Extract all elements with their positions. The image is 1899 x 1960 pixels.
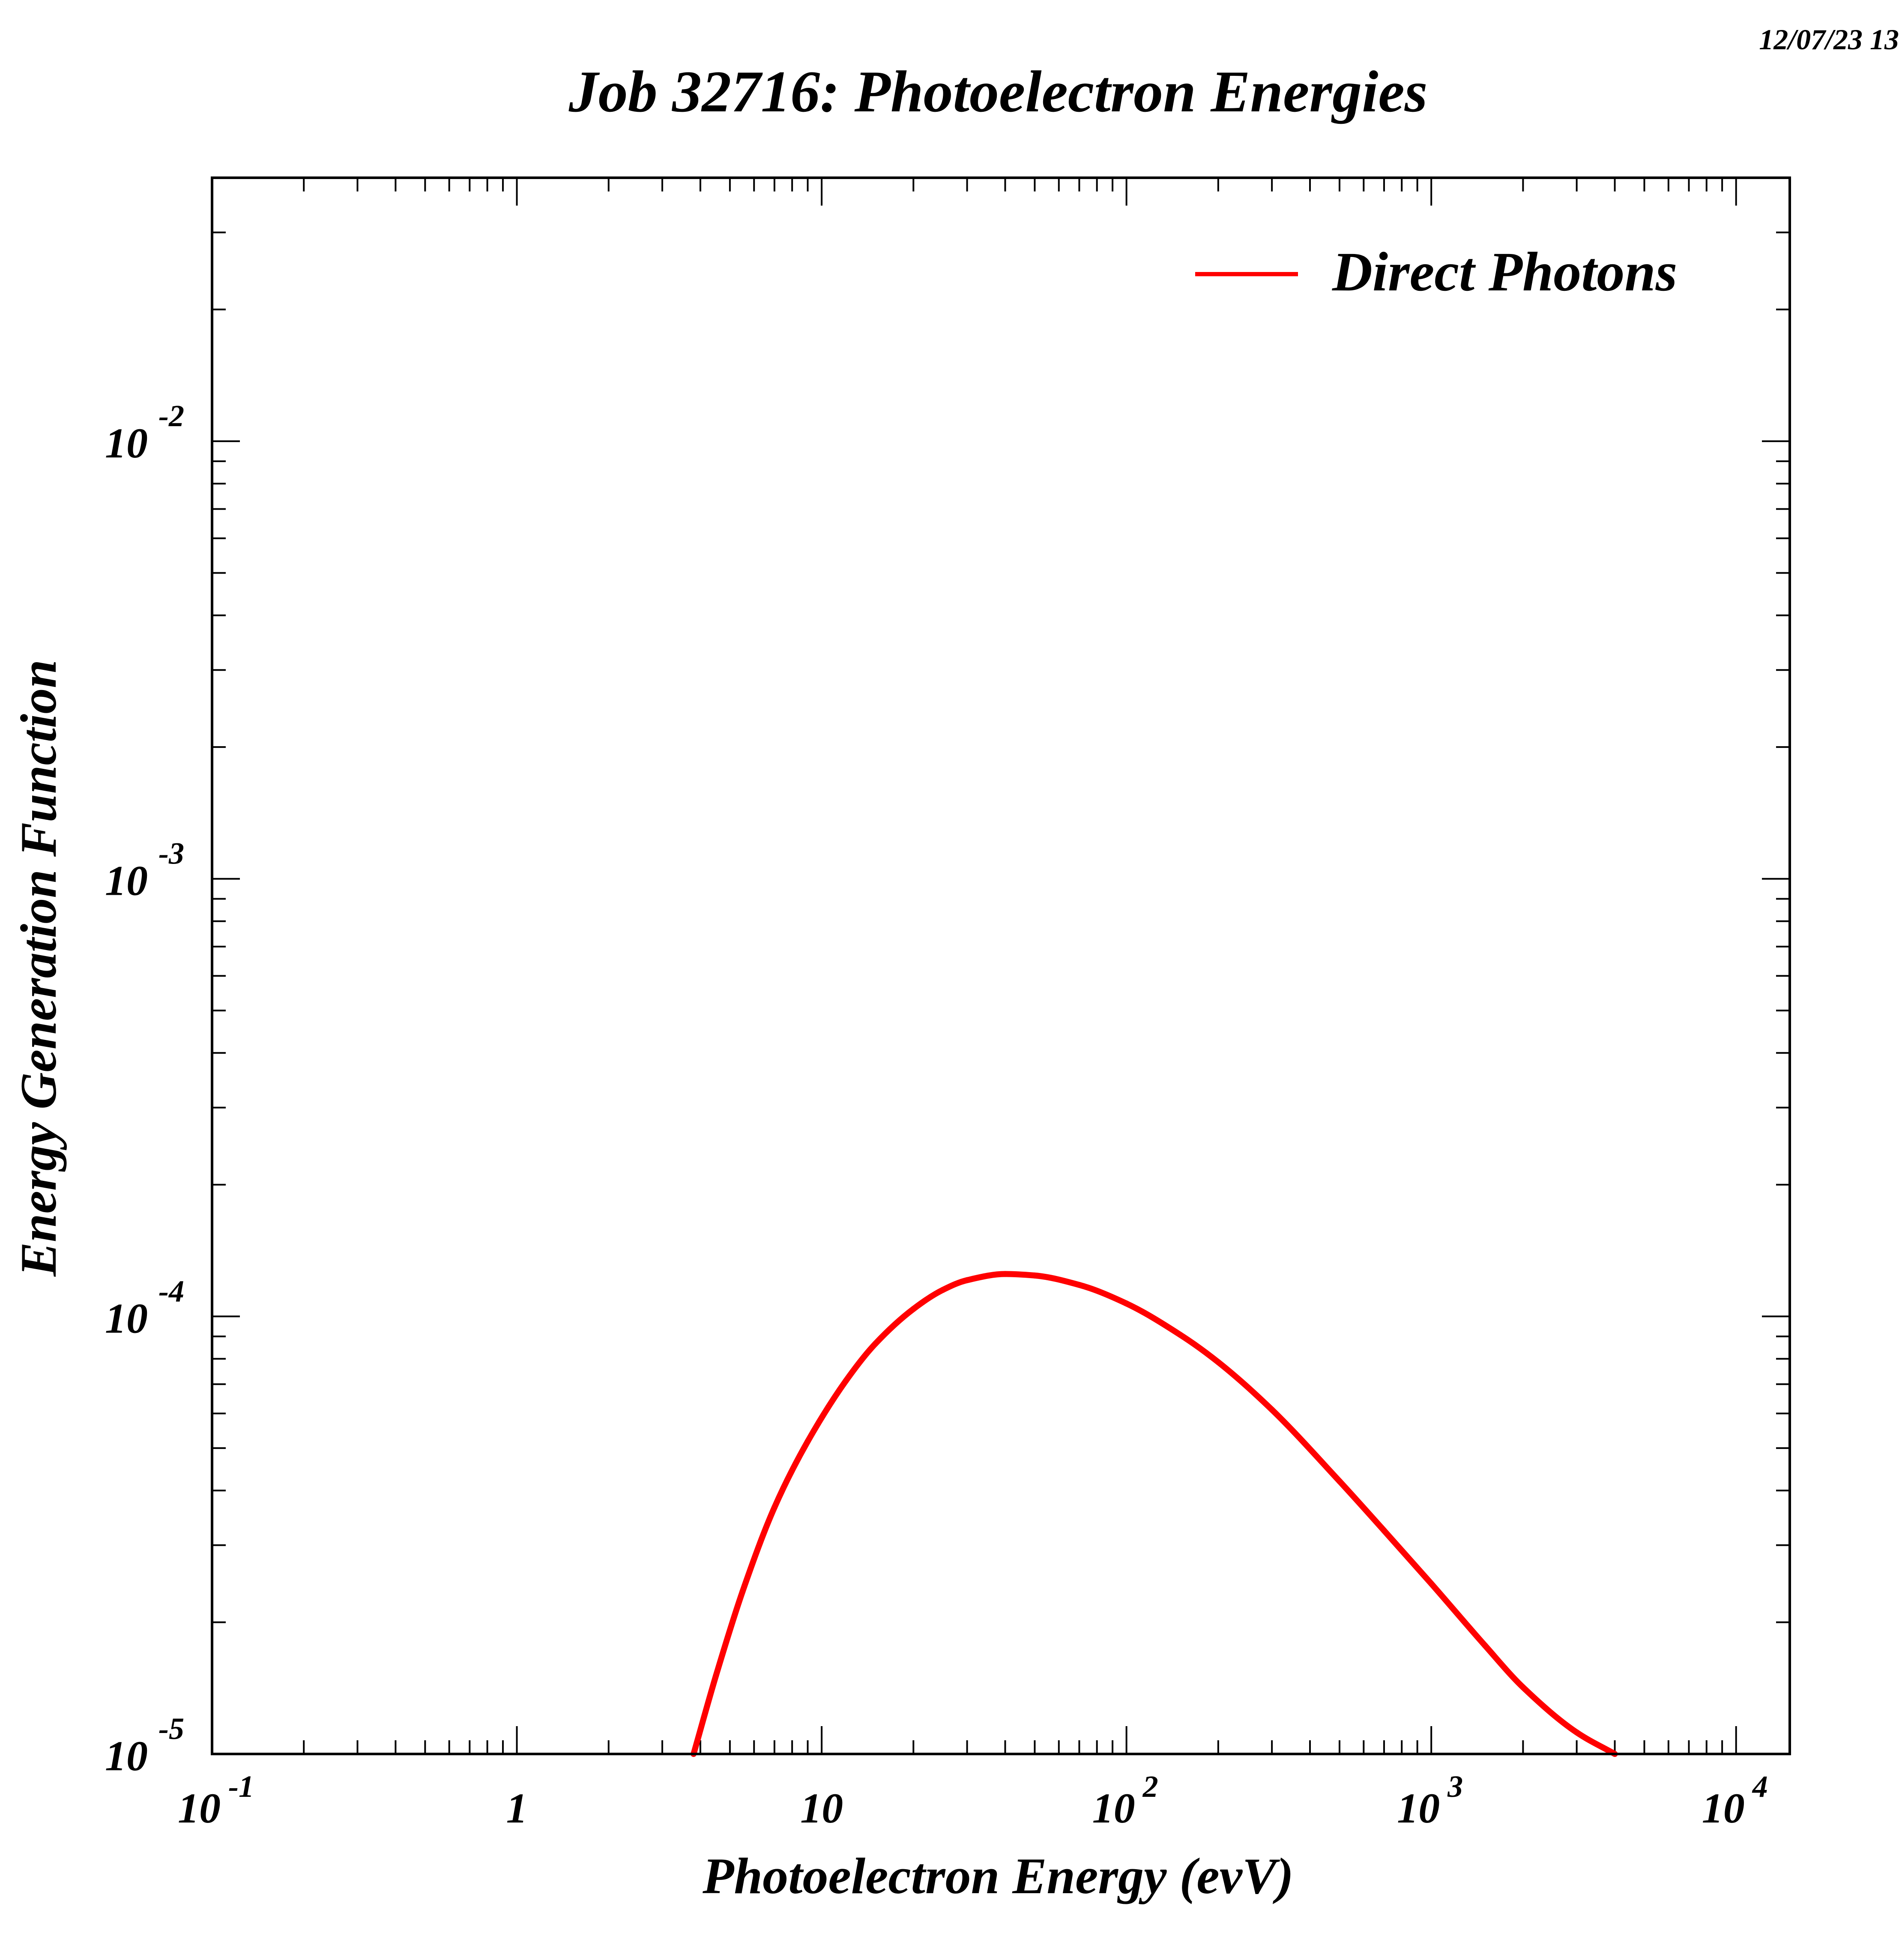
x-tick-label: 10 3: [1397, 1769, 1463, 1832]
x-tick-exponent: 2: [1142, 1769, 1158, 1804]
series-point: [910, 1306, 917, 1312]
x-axis-label: Photoelectron Energy (evV): [702, 1847, 1294, 1904]
y-tick-label: 10 -3: [105, 837, 184, 905]
y-tick-base: 10: [105, 1732, 148, 1780]
x-tick-base: 10: [1397, 1784, 1440, 1832]
x-tick-labels: 10 -1 1 10 10 2 10 3 10 4: [178, 1769, 1768, 1832]
x-tick-label: 1: [506, 1784, 528, 1832]
x-tick-base: 10: [178, 1784, 221, 1832]
timestamp: 12/07/23 13: [1759, 23, 1899, 56]
series-point: [1177, 1332, 1183, 1338]
y-tick-exponent: -5: [158, 1712, 184, 1746]
x-tick-label: 10 -1: [178, 1769, 254, 1832]
x-tick-exponent: -1: [228, 1769, 254, 1804]
series-point: [1215, 1359, 1221, 1365]
x-tick-label: 10 2: [1092, 1769, 1158, 1832]
series-point: [964, 1277, 970, 1283]
legend: Direct Photons: [1195, 241, 1677, 303]
series-point: [1123, 1300, 1130, 1307]
series-point: [771, 1504, 778, 1511]
series-point: [804, 1438, 811, 1445]
y-axis-label: Energy Generation Function: [10, 660, 67, 1277]
series-point: [1337, 1478, 1343, 1485]
y-tick-label: 10 -4: [105, 1274, 184, 1342]
series-point: [843, 1378, 849, 1384]
chart-title: Job 32716: Photoelectron Energies: [568, 59, 1428, 124]
series-point: [713, 1673, 719, 1679]
x-tick-label: 10 4: [1702, 1769, 1768, 1832]
series-point: [1076, 1282, 1083, 1288]
y-tick-base: 10: [105, 419, 148, 467]
y-tick-exponent: -4: [158, 1274, 184, 1308]
series-point: [1002, 1271, 1008, 1277]
y-tick-base: 10: [105, 1294, 148, 1342]
series-point: [739, 1588, 746, 1595]
legend-label-direct-photons: Direct Photons: [1332, 241, 1677, 303]
plot-frame: [211, 176, 1791, 1755]
series-point: [1520, 1684, 1526, 1691]
x-tick-base: 10: [1092, 1784, 1135, 1832]
x-tick-base: 1: [506, 1784, 528, 1832]
y-tick-base: 10: [105, 857, 148, 905]
y-tick-label: 10 -5: [105, 1712, 184, 1780]
series-point: [1428, 1581, 1435, 1587]
y-tick-exponent: -2: [158, 399, 184, 433]
y-tick-labels: 10 -5 10 -4 10 -3 10 -2: [105, 399, 184, 1780]
x-tick-base: 10: [800, 1784, 843, 1832]
x-tick-label: 10: [800, 1784, 843, 1832]
y-tick-label: 10 -2: [105, 399, 184, 467]
series-point: [940, 1287, 946, 1293]
series-point: [1032, 1272, 1038, 1279]
x-tick-exponent: 3: [1447, 1769, 1463, 1804]
series-point: [1573, 1729, 1580, 1736]
x-tick-base: 10: [1702, 1784, 1745, 1832]
axis-ticks: [211, 177, 1790, 1755]
series-point: [1381, 1527, 1387, 1534]
series-point: [872, 1341, 879, 1347]
series-layer: [691, 1271, 1618, 1757]
series-point: [1269, 1407, 1275, 1413]
x-tick-exponent: 4: [1752, 1769, 1768, 1804]
series-point: [1482, 1642, 1488, 1649]
y-tick-exponent: -3: [158, 837, 184, 871]
